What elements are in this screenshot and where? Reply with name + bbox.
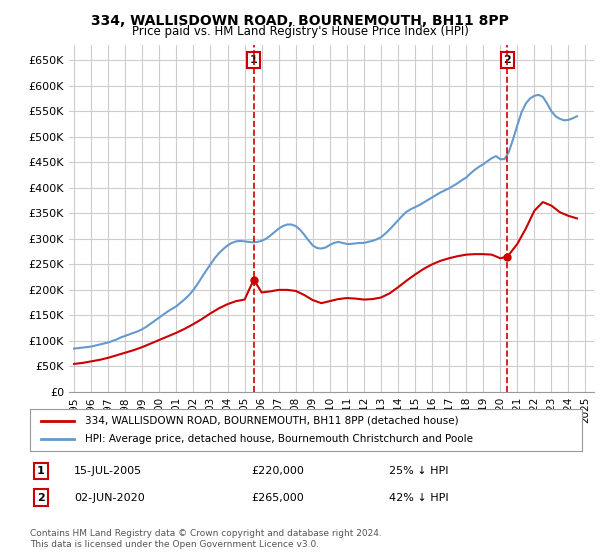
Text: HPI: Average price, detached house, Bournemouth Christchurch and Poole: HPI: Average price, detached house, Bour…	[85, 434, 473, 444]
Text: 1: 1	[250, 55, 257, 65]
Text: 1: 1	[37, 466, 45, 476]
Text: 42% ↓ HPI: 42% ↓ HPI	[389, 493, 448, 502]
Text: £220,000: £220,000	[251, 466, 304, 476]
Text: Price paid vs. HM Land Registry's House Price Index (HPI): Price paid vs. HM Land Registry's House …	[131, 25, 469, 38]
Text: Contains HM Land Registry data © Crown copyright and database right 2024.
This d: Contains HM Land Registry data © Crown c…	[30, 529, 382, 549]
Text: 334, WALLISDOWN ROAD, BOURNEMOUTH, BH11 8PP (detached house): 334, WALLISDOWN ROAD, BOURNEMOUTH, BH11 …	[85, 416, 459, 426]
Text: 15-JUL-2005: 15-JUL-2005	[74, 466, 142, 476]
Point	[503, 252, 512, 261]
Text: 02-JUN-2020: 02-JUN-2020	[74, 493, 145, 502]
Text: 334, WALLISDOWN ROAD, BOURNEMOUTH, BH11 8PP: 334, WALLISDOWN ROAD, BOURNEMOUTH, BH11 …	[91, 14, 509, 28]
Text: £265,000: £265,000	[251, 493, 304, 502]
Point	[249, 275, 259, 284]
Text: 2: 2	[503, 55, 511, 65]
Text: 25% ↓ HPI: 25% ↓ HPI	[389, 466, 448, 476]
Text: 2: 2	[37, 493, 45, 502]
